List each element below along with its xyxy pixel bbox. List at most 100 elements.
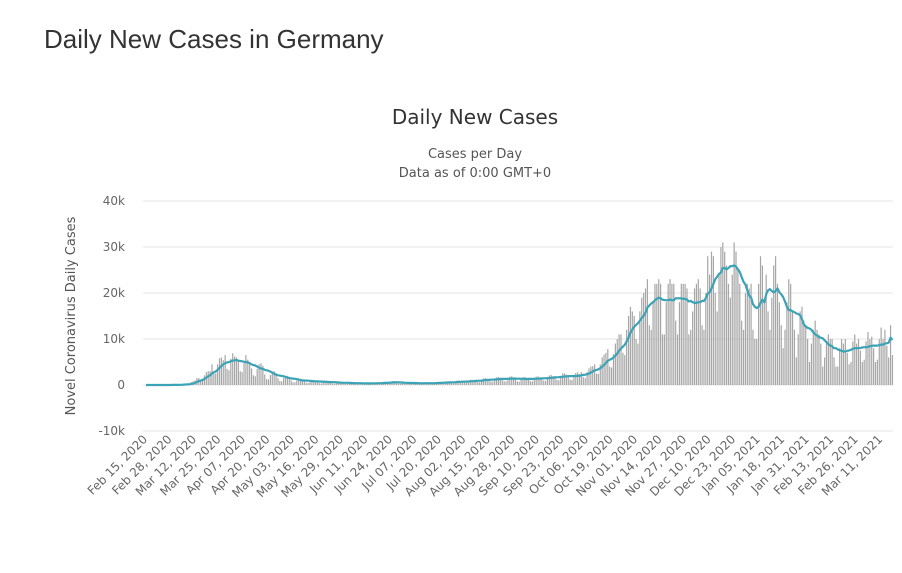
bar (345, 383, 347, 385)
bar (631, 311, 633, 385)
bar (603, 354, 605, 385)
bar (311, 380, 313, 385)
bar (771, 297, 773, 385)
bar (452, 383, 454, 385)
bar (573, 375, 575, 385)
bar (703, 329, 705, 385)
bar (818, 334, 820, 385)
bar (584, 378, 586, 385)
bar (577, 372, 579, 385)
bar (571, 379, 573, 385)
bar (477, 381, 479, 385)
bar (609, 366, 611, 385)
gridlines (143, 200, 893, 432)
bar (801, 306, 803, 385)
bar (226, 368, 228, 385)
bar (641, 297, 643, 385)
bar (509, 376, 511, 385)
bar (686, 288, 688, 385)
bar (217, 364, 219, 385)
bar (522, 377, 524, 385)
bar (337, 382, 339, 385)
bar (511, 376, 513, 385)
bar (426, 383, 428, 385)
bar (812, 329, 814, 385)
bar (648, 325, 650, 385)
bar (580, 372, 583, 385)
bar (791, 311, 794, 385)
bar (305, 382, 307, 385)
bar (563, 373, 566, 385)
bar (750, 283, 752, 385)
bar (473, 380, 475, 385)
bar (765, 274, 767, 385)
bar (516, 381, 518, 385)
bar (663, 334, 665, 385)
bar (386, 383, 388, 385)
bar (296, 380, 298, 385)
bar (618, 334, 620, 385)
bar (230, 358, 232, 385)
bar (411, 383, 413, 385)
bar (237, 359, 239, 385)
bar (384, 383, 386, 385)
bar (661, 334, 664, 385)
bar (512, 377, 515, 385)
bar (718, 274, 720, 385)
bar (275, 373, 277, 385)
bar (778, 302, 780, 385)
bar (592, 366, 594, 385)
bar (462, 381, 464, 385)
bar (284, 375, 287, 385)
bar (724, 251, 726, 385)
bar (739, 283, 741, 385)
bar (299, 378, 302, 385)
bar (795, 357, 797, 385)
bar (371, 383, 373, 385)
bar (810, 343, 813, 385)
bar (273, 371, 275, 385)
bar (876, 359, 878, 385)
bar (535, 376, 537, 385)
bar (605, 352, 607, 385)
bar (759, 256, 762, 385)
bar (358, 384, 360, 385)
bar (558, 380, 560, 385)
y-axis-title: Novel Coronavirus Daily Cases (64, 216, 79, 415)
bar (439, 383, 441, 385)
bar (518, 381, 520, 385)
bar (283, 378, 285, 385)
bar (496, 377, 498, 385)
bar (612, 354, 615, 385)
bar (218, 358, 221, 385)
bar (769, 329, 771, 385)
bar (878, 339, 880, 385)
chart-subtitle-line-2: Data as of 0:00 GMT+0 (399, 166, 551, 181)
bar (486, 378, 488, 385)
bar (394, 381, 396, 385)
bar (232, 353, 234, 385)
bar (245, 355, 247, 385)
bar (756, 339, 758, 385)
bar (469, 379, 471, 385)
bar (463, 382, 466, 385)
bar (396, 382, 398, 385)
bar (827, 334, 829, 385)
bar (528, 378, 530, 385)
bar (597, 373, 599, 385)
bar (479, 382, 481, 385)
bar (545, 380, 547, 385)
bar (805, 325, 807, 385)
bar (505, 381, 507, 385)
bar (644, 288, 647, 385)
bar (874, 362, 877, 385)
bar (254, 376, 256, 385)
bar (209, 371, 211, 385)
page-title: Daily New Cases in Germany (44, 24, 384, 54)
bar (330, 382, 332, 385)
bar (692, 311, 694, 385)
bar (507, 378, 509, 385)
bar (742, 329, 745, 385)
